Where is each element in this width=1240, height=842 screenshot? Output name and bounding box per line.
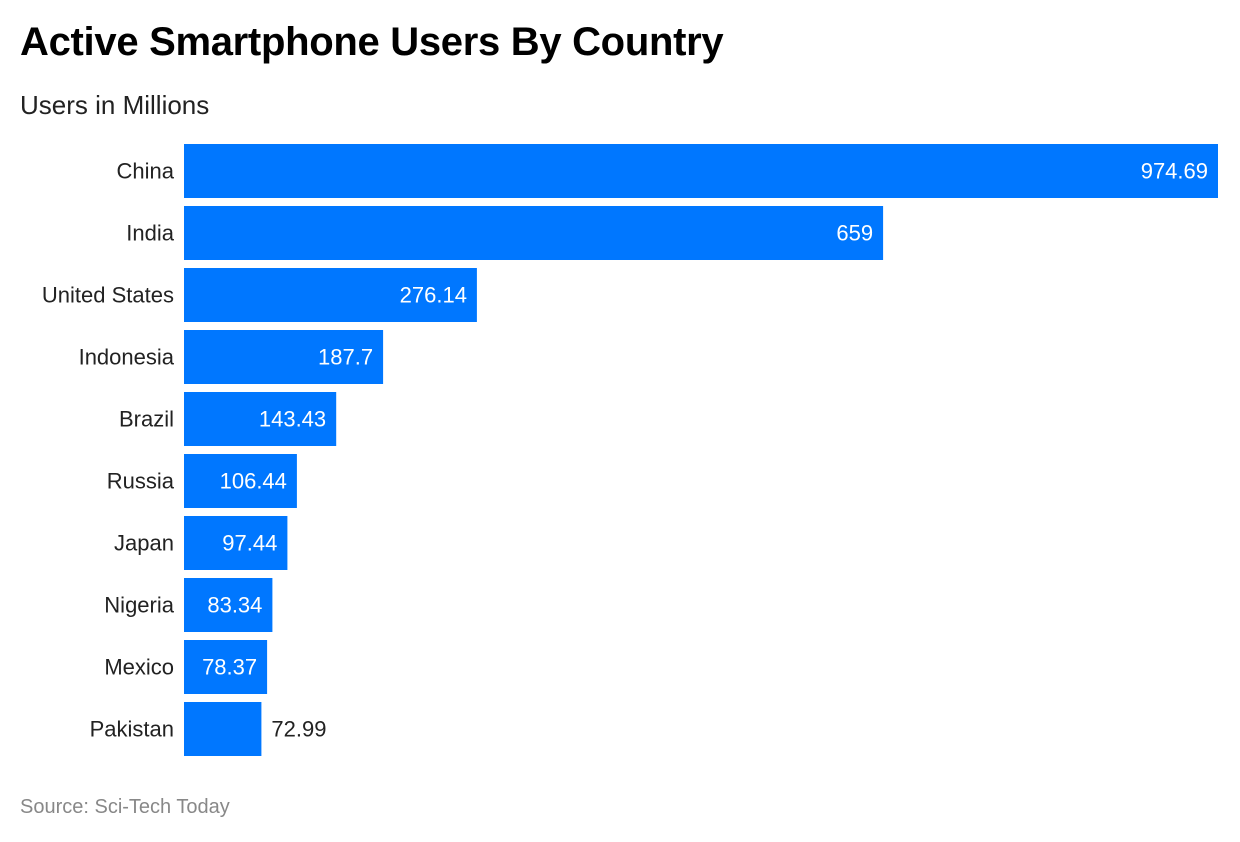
bar-brazil bbox=[184, 392, 337, 446]
bar-mexico bbox=[184, 640, 268, 694]
category-label: India bbox=[126, 221, 174, 246]
value-label: 78.37 bbox=[202, 655, 257, 680]
bar-japan bbox=[184, 516, 288, 570]
value-label: 72.99 bbox=[271, 717, 326, 742]
source-note: Source: Sci-Tech Today bbox=[20, 796, 230, 818]
category-label: United States bbox=[42, 283, 174, 308]
value-label: 276.14 bbox=[400, 283, 467, 308]
category-label: Indonesia bbox=[79, 345, 175, 370]
category-label: Mexico bbox=[104, 655, 174, 680]
bar-united-states bbox=[184, 268, 477, 322]
value-label: 97.44 bbox=[222, 531, 277, 556]
category-label: China bbox=[117, 159, 175, 184]
value-label: 83.34 bbox=[207, 593, 262, 618]
chart-title: Active Smartphone Users By Country bbox=[20, 20, 724, 64]
bar-china bbox=[184, 144, 1218, 198]
bar-india bbox=[184, 206, 884, 260]
category-label: Nigeria bbox=[104, 593, 174, 618]
value-label: 974.69 bbox=[1141, 159, 1208, 184]
bar-russia bbox=[184, 454, 297, 508]
category-label: Pakistan bbox=[90, 717, 174, 742]
bar-pakistan bbox=[184, 702, 262, 756]
value-label: 106.44 bbox=[220, 469, 287, 494]
bar-indonesia bbox=[184, 330, 384, 384]
chart-subtitle: Users in Millions bbox=[20, 90, 210, 120]
value-label: 187.7 bbox=[318, 345, 373, 370]
category-label: Russia bbox=[107, 469, 175, 494]
value-label: 659 bbox=[836, 221, 873, 246]
value-label: 143.43 bbox=[259, 407, 326, 432]
bar-nigeria bbox=[184, 578, 273, 632]
category-label: Japan bbox=[114, 531, 174, 556]
category-label: Brazil bbox=[119, 407, 174, 432]
